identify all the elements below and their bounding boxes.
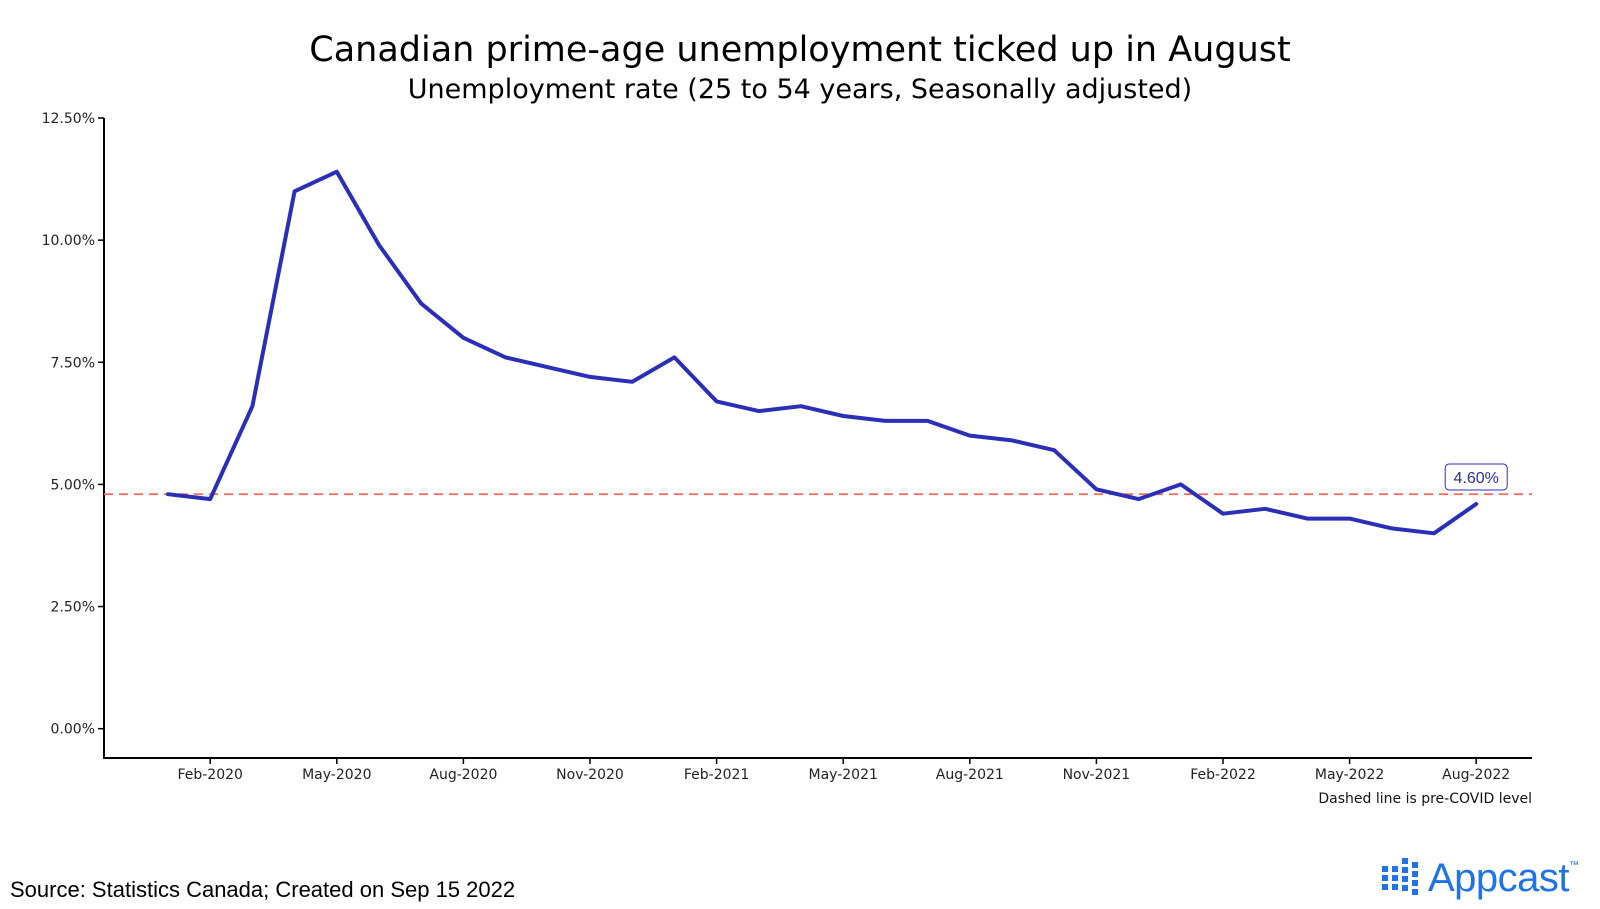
x-tick-label: Feb-2021 [684, 767, 749, 783]
x-axis: Feb-2020 May-2020 Aug-2020 Nov-2020 Feb-2021… [103, 757, 1532, 783]
x-tick-label: May-2020 [302, 767, 371, 783]
data-point [1221, 512, 1225, 516]
data-point [546, 365, 550, 369]
x-tick-label: May-2022 [1315, 767, 1384, 783]
data-point [1348, 517, 1352, 521]
data-point [1432, 531, 1436, 535]
x-tick-label: Feb-2022 [1190, 767, 1255, 783]
annotation-label: 4.60% [1454, 470, 1499, 487]
data-point [630, 380, 634, 384]
data-point [883, 419, 887, 423]
data-point [208, 497, 212, 501]
data-point [715, 399, 719, 403]
data-point [757, 409, 761, 413]
data-point [588, 375, 592, 379]
reference-layer: Dashed line is pre-COVID level [104, 493, 1532, 807]
data-point [293, 189, 297, 193]
appcast-logo-text: Appcast [1428, 856, 1570, 900]
y-tick-label: 7.50% [51, 355, 95, 371]
data-point [250, 404, 254, 408]
x-tick-label: Aug-2022 [1442, 767, 1510, 783]
x-tick-label: Nov-2020 [556, 767, 624, 783]
chart-subtitle: Unemployment rate (25 to 54 years, Seaso… [407, 74, 1193, 105]
y-tick-label: 5.00% [51, 477, 95, 493]
data-point [1474, 502, 1478, 506]
chart-title: Canadian prime-age unemployment ticked u… [309, 30, 1291, 70]
data-point [1390, 526, 1394, 530]
data-point [1305, 517, 1309, 521]
y-tick-label: 10.00% [42, 233, 95, 249]
data-point [1094, 487, 1098, 491]
reference-note: Dashed line is pre-COVID level [1318, 791, 1532, 807]
data-point [461, 336, 465, 340]
data-point [672, 355, 676, 359]
data-point [1052, 448, 1056, 452]
y-tick-label: 0.00% [51, 722, 95, 738]
y-tick-label: 2.50% [51, 600, 95, 616]
x-tick-label: Feb-2020 [177, 767, 242, 783]
data-point [841, 414, 845, 418]
source-note: Source: Statistics Canada; Created on Se… [10, 877, 516, 902]
y-axis: 0.00% 2.50% 5.00% 7.50% 10.00% 12.50% [42, 111, 105, 759]
x-tick-label: Nov-2021 [1063, 767, 1131, 783]
data-point [335, 170, 339, 174]
unemployment-rate-line [166, 169, 1479, 536]
data-point [1137, 497, 1141, 501]
data-point [926, 419, 930, 423]
data-point [968, 434, 972, 438]
series-layer [166, 169, 1479, 536]
data-point [377, 243, 381, 247]
x-tick-label: May-2021 [809, 767, 878, 783]
data-point [504, 355, 508, 359]
y-tick-label: 12.50% [42, 111, 95, 127]
data-point [166, 492, 170, 496]
annotation-box [1444, 463, 1508, 491]
data-point [419, 302, 423, 306]
appcast-logo-icon [1382, 858, 1418, 895]
data-point [1010, 438, 1014, 442]
appcast-logo: Appcast ™ [1382, 856, 1579, 900]
x-tick-label: Aug-2020 [429, 767, 497, 783]
data-point [799, 404, 803, 408]
appcast-logo-tm: ™ [1569, 860, 1580, 871]
annotation-layer: 4.60% [1444, 463, 1508, 491]
data-point [1263, 507, 1267, 511]
data-point [1179, 482, 1183, 486]
x-tick-label: Aug-2021 [936, 767, 1004, 783]
